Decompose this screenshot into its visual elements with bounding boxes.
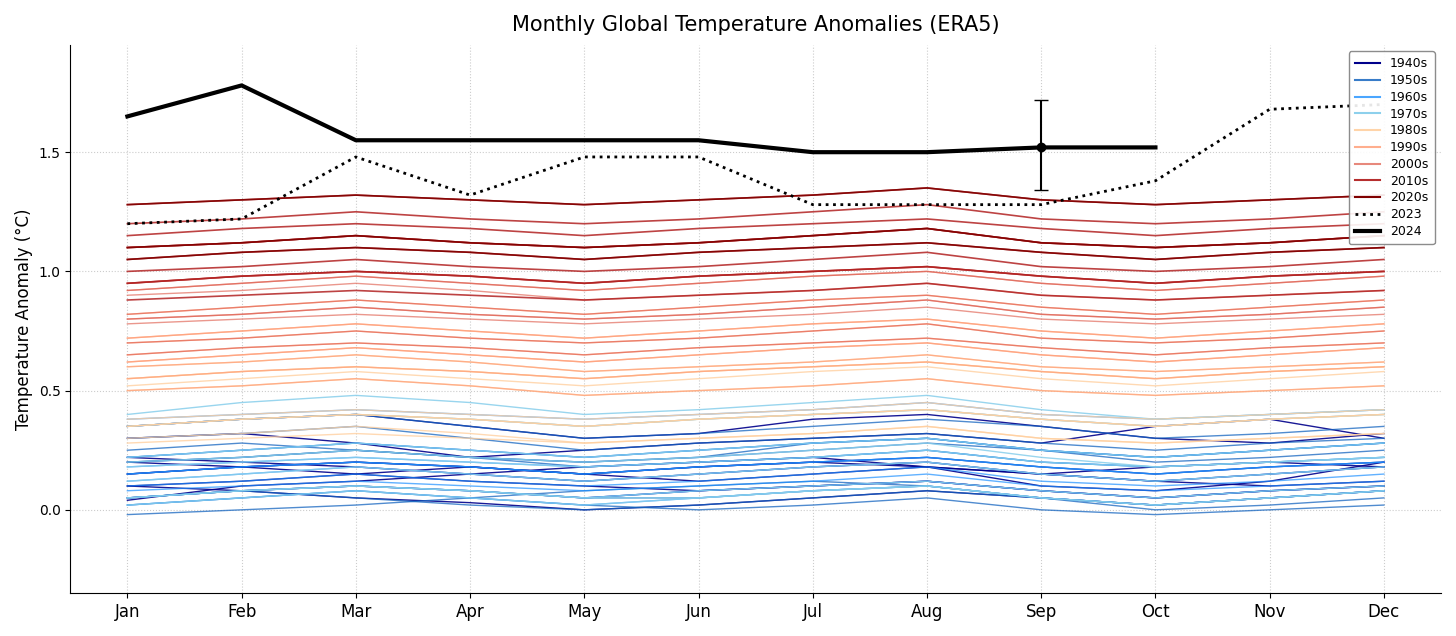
- 2023: [690, 153, 708, 161]
- 2023: [575, 153, 593, 161]
- 2023: [118, 220, 135, 228]
- Line: 2023: 2023: [127, 104, 1383, 224]
- 2023: [1374, 100, 1392, 108]
- 2023: [233, 215, 250, 223]
- Title: Monthly Global Temperature Anomalies (ERA5): Monthly Global Temperature Anomalies (ER…: [513, 15, 999, 35]
- 2023: [1032, 201, 1050, 209]
- 2023: [462, 191, 479, 199]
- Legend: 1940s, 1950s, 1960s, 1970s, 1980s, 1990s, 2000s, 2010s, 2020s, 2023, 2024: 1940s, 1950s, 1960s, 1970s, 1980s, 1990s…: [1348, 51, 1434, 244]
- Y-axis label: Temperature Anomaly (°C): Temperature Anomaly (°C): [15, 209, 33, 430]
- 2023: [919, 201, 936, 209]
- 2023: [804, 201, 821, 209]
- 2023: [347, 153, 364, 161]
- 2023: [1147, 177, 1165, 184]
- 2023: [1261, 106, 1278, 113]
